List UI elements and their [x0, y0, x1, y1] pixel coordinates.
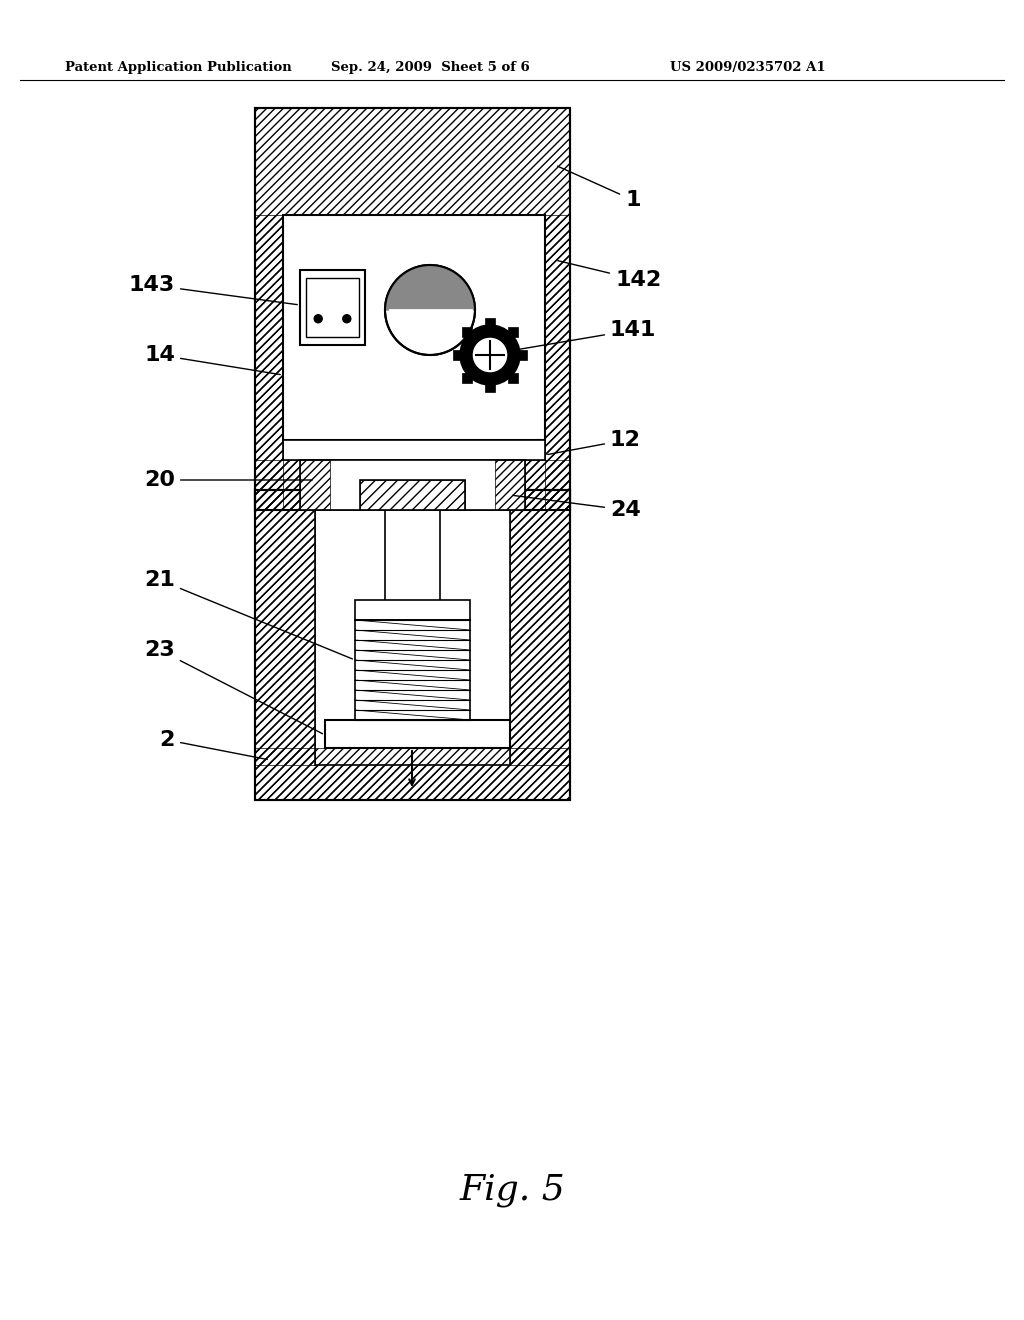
Text: 1: 1 [557, 166, 640, 210]
Bar [306, 279, 359, 337]
Text: Patent Application Publication: Patent Application Publication [65, 62, 292, 74]
Bar [255, 748, 570, 800]
Bar [385, 510, 440, 605]
Text: 143: 143 [129, 275, 297, 305]
Bar [510, 510, 570, 766]
Bar [255, 108, 570, 510]
Bar [255, 510, 315, 766]
Text: Fig. 5: Fig. 5 [459, 1173, 565, 1206]
Bar [255, 459, 570, 510]
FancyBboxPatch shape [508, 327, 517, 338]
Bar [283, 215, 545, 440]
Bar [255, 490, 570, 800]
Bar [325, 719, 510, 748]
Text: 12: 12 [548, 430, 641, 454]
Text: 14: 14 [144, 345, 281, 375]
Text: US 2009/0235702 A1: US 2009/0235702 A1 [670, 62, 825, 74]
Bar [300, 459, 525, 510]
Bar [300, 459, 330, 510]
Circle shape [472, 337, 508, 374]
Circle shape [343, 314, 351, 323]
Bar [315, 510, 510, 766]
FancyBboxPatch shape [453, 350, 463, 360]
Text: 21: 21 [144, 570, 352, 659]
Polygon shape [385, 265, 475, 310]
Bar [255, 490, 570, 800]
Circle shape [385, 265, 475, 355]
Bar [255, 108, 570, 510]
Bar [283, 440, 545, 459]
Bar [545, 215, 570, 510]
Text: 2: 2 [160, 730, 267, 759]
Bar [360, 480, 465, 510]
Text: 20: 20 [144, 470, 312, 490]
FancyBboxPatch shape [517, 350, 527, 360]
Text: 23: 23 [144, 640, 323, 734]
Bar [355, 601, 470, 620]
Text: 24: 24 [513, 495, 641, 520]
Bar [495, 459, 525, 510]
Text: 141: 141 [518, 319, 656, 350]
FancyBboxPatch shape [508, 372, 517, 383]
FancyBboxPatch shape [463, 327, 472, 338]
Bar [355, 620, 470, 719]
FancyBboxPatch shape [485, 318, 495, 327]
Bar [300, 271, 365, 345]
Bar [255, 215, 283, 510]
FancyBboxPatch shape [463, 372, 472, 383]
FancyBboxPatch shape [485, 381, 495, 392]
Text: Sep. 24, 2009  Sheet 5 of 6: Sep. 24, 2009 Sheet 5 of 6 [331, 62, 529, 74]
Circle shape [314, 314, 323, 323]
Circle shape [460, 325, 520, 385]
Text: 142: 142 [558, 260, 662, 290]
Bar [360, 480, 465, 510]
